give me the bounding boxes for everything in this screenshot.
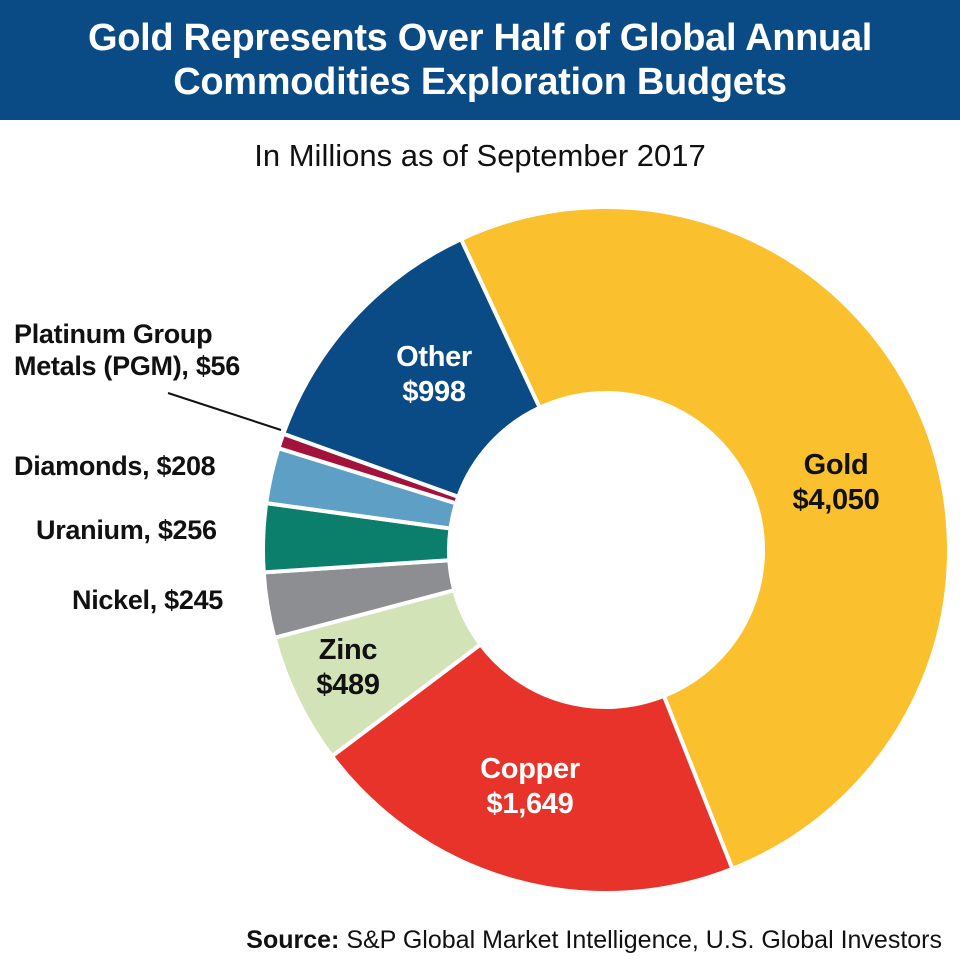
- source-text: S&P Global Market Intelligence, U.S. Glo…: [339, 926, 942, 954]
- slice-other: [280, 236, 543, 500]
- label-gold: Gold $4,050: [776, 448, 896, 518]
- label-nickel: Nickel, $245: [72, 585, 224, 615]
- source-note: Source: S&P Global Market Intelligence, …: [0, 926, 942, 955]
- label-pgm-line-2: Metals (PGM), $56: [14, 351, 240, 381]
- label-gold-name: Gold: [803, 449, 869, 481]
- label-pgm: Platinum Group Metals (PGM), $56: [14, 318, 240, 382]
- label-copper-value: $1,649: [486, 788, 574, 820]
- label-diamonds: Diamonds, $208: [14, 451, 216, 481]
- chart-title-line-2: Commodities Exploration Budgets: [173, 61, 787, 103]
- source-label: Source:: [246, 926, 340, 954]
- pgm-leader-line: [167, 392, 282, 431]
- chart-title-line-1: Gold Represents Over Half of Global Annu…: [87, 17, 873, 59]
- chart-title-banner: Gold Represents Over Half of Global Annu…: [0, 0, 960, 120]
- chart-subtitle: In Millions as of September 2017: [254, 138, 706, 173]
- label-zinc-value: $489: [316, 669, 380, 701]
- label-other: Other $998: [374, 340, 494, 410]
- label-zinc-name: Zinc: [318, 634, 378, 666]
- label-copper-name: Copper: [480, 753, 580, 785]
- label-zinc: Zinc $489: [298, 633, 398, 703]
- label-other-value: $998: [402, 376, 466, 408]
- label-other-name: Other: [396, 341, 472, 373]
- label-gold-value: $4,050: [792, 484, 880, 516]
- label-pgm-line-1: Platinum Group: [14, 319, 213, 349]
- label-uranium: Uranium, $256: [36, 515, 217, 545]
- slice-copper: [329, 641, 736, 895]
- label-copper: Copper $1,649: [460, 752, 600, 822]
- slice-gold: [458, 205, 951, 872]
